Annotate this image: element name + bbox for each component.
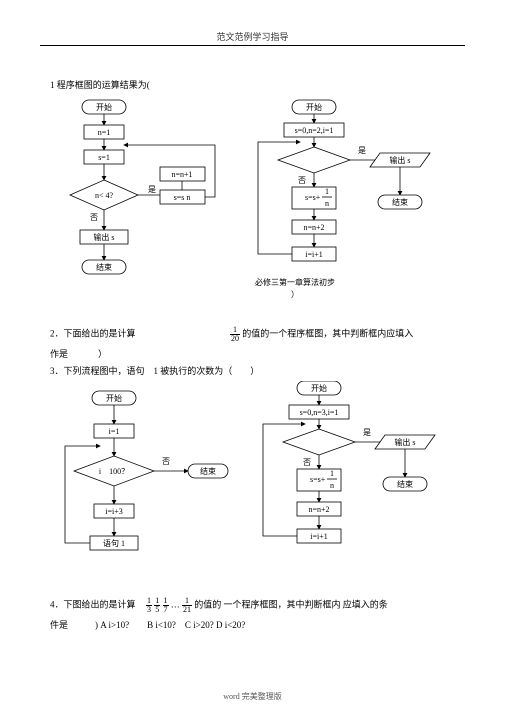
svg-text:i=1: i=1 (109, 427, 120, 436)
svg-text:s=0,n=3,i=1: s=0,n=3,i=1 (300, 408, 339, 417)
svg-text:开始: 开始 (311, 383, 327, 393)
page-header: 范文范例学习指导 (50, 30, 455, 45)
svg-text:n: n (330, 481, 334, 490)
svg-text:否: 否 (298, 176, 306, 185)
svg-text:n=n+2: n=n+2 (303, 223, 324, 232)
svg-text:n=n+2: n=n+2 (308, 505, 329, 514)
svg-text:输出 s: 输出 s (394, 437, 415, 447)
svg-text:语句 1: 语句 1 (103, 538, 125, 548)
svg-text:是: 是 (358, 146, 366, 155)
svg-text:否: 否 (90, 213, 98, 222)
page-footer: word 完美整理版 (50, 691, 455, 702)
svg-text:i 100？: i 100？ (99, 467, 129, 476)
svg-text:s=1: s=1 (98, 153, 110, 162)
svg-text:i=i+3: i=i+3 (105, 507, 122, 516)
caption: 必修三第一章算法初步 (255, 277, 335, 287)
svg-text:结束: 结束 (397, 479, 413, 489)
svg-text:s=0,n=2,i=1: s=0,n=2,i=1 (295, 126, 334, 135)
svg-text:n: n (325, 199, 329, 208)
svg-text:开始: 开始 (106, 393, 122, 403)
svg-text:1: 1 (330, 469, 334, 478)
q2-text: 2．下面给出的是计算 120 的值的一个程序框图，其中判断框内应填入 (50, 326, 455, 343)
svg-text:n< 4?: n< 4? (95, 191, 114, 200)
svg-text:是: 是 (148, 185, 156, 194)
q2-text-2: 作是） (50, 347, 455, 360)
svg-text:结束: 结束 (200, 466, 216, 476)
svg-text:否: 否 (162, 457, 170, 466)
svg-text:i=i+1: i=i+1 (310, 532, 327, 541)
svg-text:）: ） (291, 290, 299, 299)
q3-text: 3．下列流程图中，语句 1 被执行的次数为（ ） (50, 364, 455, 377)
flowchart-row-1: 开始 n=1 s=1 n< 4? 是 n=n+1 s=s n (50, 95, 455, 322)
svg-text:否: 否 (303, 458, 311, 467)
q4-text: 4．下图给出的是计算 13 15 17 … 121 的值的 一个程序框图，其中判… (50, 597, 455, 614)
svg-text:开始: 开始 (306, 102, 322, 112)
svg-text:结束: 结束 (392, 197, 408, 207)
flowcharts-q3: 开始 i=1 i 100？ 否 结束 i=i+3 语句 1 (50, 381, 455, 591)
svg-text:s=s+: s=s+ (305, 193, 321, 202)
svg-text:n=1: n=1 (98, 128, 111, 137)
fc-start: 开始 (96, 102, 112, 112)
svg-text:输出 s: 输出 s (389, 155, 410, 165)
q4-opts: 件是 ) A i>10? B i<10? C i>20? D i<20? (50, 618, 455, 631)
svg-text:结束: 结束 (96, 262, 112, 272)
svg-text:s=s+: s=s+ (310, 475, 326, 484)
svg-text:i=i+1: i=i+1 (305, 250, 322, 259)
document-page: 范文范例学习指导 1 程序框图的运算结果为( 开始 n=1 s=1 (0, 0, 505, 714)
flowchart-row-2: 开始 i=1 i 100？ 否 结束 i=i+3 语句 1 (50, 381, 455, 593)
svg-text:1: 1 (325, 187, 329, 196)
svg-text:是: 是 (363, 428, 371, 437)
svg-text:s=s n: s=s n (174, 193, 191, 202)
flowcharts-q1: 开始 n=1 s=1 n< 4? 是 n=n+1 s=s n (50, 95, 455, 320)
q1-text: 1 程序框图的运算结果为( (50, 78, 455, 91)
svg-text:输出 s: 输出 s (93, 232, 114, 242)
svg-text:n=n+1: n=n+1 (171, 170, 192, 179)
